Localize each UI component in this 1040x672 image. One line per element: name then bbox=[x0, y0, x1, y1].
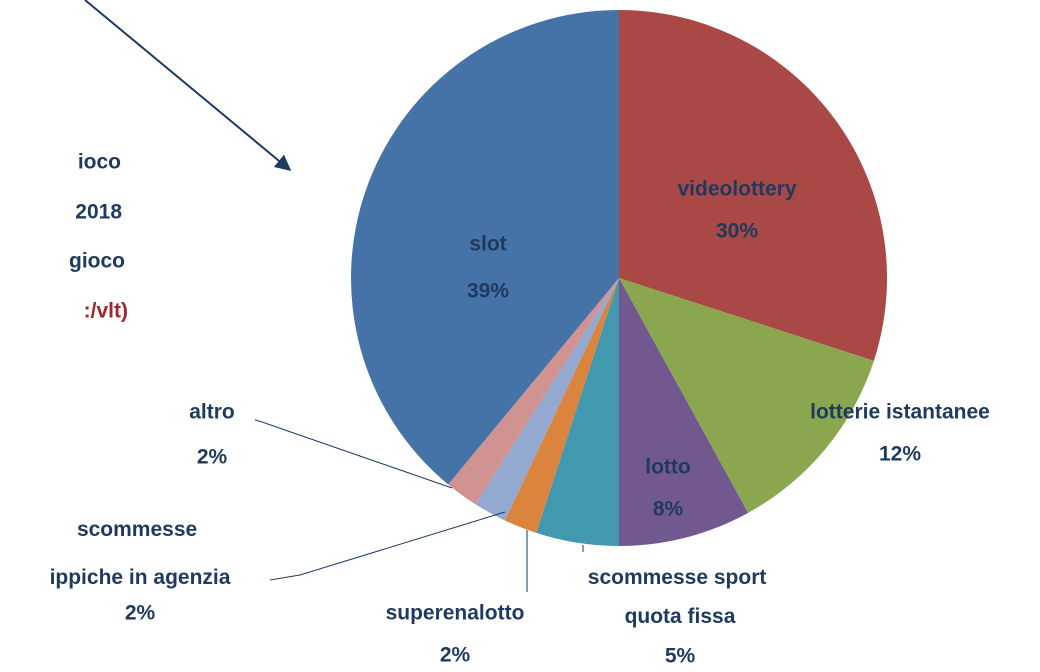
arrow bbox=[84, 0, 292, 172]
label-line: ippiche in agenzia bbox=[50, 566, 231, 589]
slice-label: superenalotto bbox=[386, 602, 525, 625]
value-label: 2% bbox=[125, 602, 156, 625]
pie-slice bbox=[448, 278, 619, 505]
pie-slice bbox=[619, 278, 749, 546]
annotation: :/vlt) bbox=[84, 300, 128, 323]
label-line: quota fissa bbox=[625, 605, 736, 628]
annotation: gioco bbox=[69, 250, 125, 273]
leader-line bbox=[254, 419, 453, 489]
slice-label: scommesse sport quota fissa bbox=[588, 566, 772, 628]
pie-slice bbox=[504, 278, 619, 533]
value-label: 5% bbox=[665, 645, 696, 668]
pie-slice bbox=[475, 278, 619, 521]
slice-label: videolottery bbox=[677, 178, 796, 201]
label-line: scommesse sport bbox=[588, 566, 772, 589]
value-label: 12% bbox=[879, 443, 921, 466]
slice-label: altro bbox=[189, 401, 235, 424]
pie-slice bbox=[619, 10, 887, 361]
slice-label: slot bbox=[469, 233, 506, 256]
label-line: scommesse bbox=[77, 518, 203, 541]
value-label: 39% bbox=[467, 280, 509, 303]
pie-slice bbox=[536, 278, 619, 546]
annotation: 2018 bbox=[75, 201, 122, 224]
pie-slice bbox=[619, 278, 874, 513]
leader-line bbox=[269, 511, 506, 581]
slice-label: lotterie istantanee bbox=[810, 401, 990, 424]
pie-slice bbox=[350, 10, 619, 485]
value-label: 8% bbox=[653, 498, 684, 521]
value-label: 2% bbox=[440, 644, 471, 667]
slice-label: lotto bbox=[645, 456, 690, 479]
annotation: ioco bbox=[78, 151, 121, 174]
slice-label: scommesse ippiche in agenzia bbox=[50, 518, 231, 589]
value-label: 30% bbox=[716, 220, 758, 243]
value-label: 2% bbox=[197, 446, 228, 469]
